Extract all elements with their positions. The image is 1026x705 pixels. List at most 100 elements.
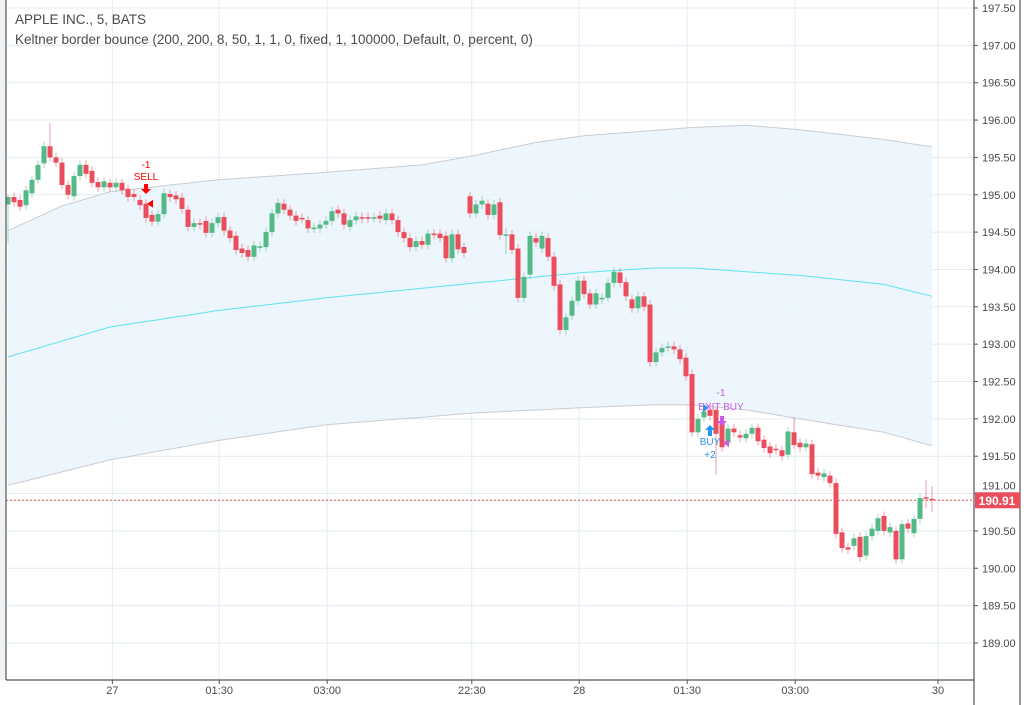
candle-body[interactable]: [305, 220, 311, 229]
candle-body[interactable]: [131, 194, 137, 197]
candle-body[interactable]: [725, 428, 731, 443]
candle-body[interactable]: [467, 196, 473, 214]
candle-body[interactable]: [881, 515, 887, 531]
candle-body[interactable]: [161, 193, 167, 215]
candle-body[interactable]: [35, 164, 41, 180]
candle-body[interactable]: [839, 532, 845, 549]
candle-body[interactable]: [107, 182, 113, 188]
candle-body[interactable]: [821, 473, 827, 478]
candle-body[interactable]: [851, 538, 857, 546]
candle-body[interactable]: [425, 233, 431, 245]
candle-body[interactable]: [365, 217, 371, 219]
candle-body[interactable]: [251, 245, 257, 257]
candle-body[interactable]: [833, 483, 839, 534]
candle-body[interactable]: [413, 241, 419, 248]
candle-body[interactable]: [11, 196, 17, 203]
candle-body[interactable]: [629, 299, 635, 309]
candle-body[interactable]: [371, 217, 377, 219]
candle-body[interactable]: [341, 213, 347, 225]
candle-body[interactable]: [509, 234, 515, 251]
candle-body[interactable]: [755, 427, 761, 442]
candle-body[interactable]: [731, 428, 737, 433]
candle-body[interactable]: [299, 217, 305, 220]
candle-body[interactable]: [185, 209, 191, 227]
candle-body[interactable]: [869, 528, 875, 537]
candle-body[interactable]: [191, 223, 197, 227]
candle-body[interactable]: [329, 211, 335, 221]
candle-body[interactable]: [233, 235, 239, 251]
candle-body[interactable]: [785, 431, 791, 455]
candle-body[interactable]: [761, 439, 767, 448]
candle-body[interactable]: [53, 157, 59, 163]
candle-body[interactable]: [479, 200, 485, 205]
candle-body[interactable]: [113, 182, 119, 188]
candle-body[interactable]: [617, 272, 623, 283]
candle-body[interactable]: [659, 347, 665, 353]
candle-body[interactable]: [197, 223, 203, 225]
candle-body[interactable]: [671, 346, 677, 350]
candle-body[interactable]: [599, 297, 605, 300]
candle-body[interactable]: [83, 164, 89, 174]
candle-body[interactable]: [59, 162, 65, 186]
candle-body[interactable]: [797, 442, 803, 448]
candle-body[interactable]: [857, 536, 863, 558]
candle-body[interactable]: [203, 220, 209, 233]
candle-body[interactable]: [5, 196, 11, 205]
candle-body[interactable]: [623, 282, 629, 297]
candle-body[interactable]: [317, 224, 323, 229]
candle-body[interactable]: [287, 209, 293, 216]
candle-body[interactable]: [647, 304, 653, 363]
candle-body[interactable]: [665, 346, 671, 348]
candle-body[interactable]: [569, 300, 575, 316]
candle-body[interactable]: [911, 518, 917, 534]
candle-body[interactable]: [587, 293, 593, 305]
candle-body[interactable]: [719, 422, 725, 448]
candle-body[interactable]: [695, 418, 701, 433]
candle-body[interactable]: [281, 203, 287, 210]
candle-body[interactable]: [275, 202, 281, 214]
candle-body[interactable]: [437, 233, 443, 239]
candle-body[interactable]: [239, 248, 245, 254]
candle-body[interactable]: [293, 215, 299, 221]
candle-body[interactable]: [749, 427, 755, 434]
candle-body[interactable]: [65, 185, 71, 195]
candle-body[interactable]: [929, 498, 935, 501]
candle-body[interactable]: [527, 235, 533, 275]
candle-body[interactable]: [359, 217, 365, 219]
candle-body[interactable]: [563, 317, 569, 330]
candle-body[interactable]: [263, 232, 269, 248]
candle-body[interactable]: [497, 202, 503, 236]
candle-body[interactable]: [377, 215, 383, 219]
candle-body[interactable]: [419, 241, 425, 245]
candle-body[interactable]: [743, 433, 749, 439]
candle-body[interactable]: [335, 209, 341, 214]
candle-body[interactable]: [179, 197, 185, 209]
candle-body[interactable]: [887, 527, 893, 533]
candle-body[interactable]: [101, 181, 107, 188]
candle-body[interactable]: [677, 349, 683, 360]
candle-body[interactable]: [551, 256, 557, 286]
candle-body[interactable]: [473, 204, 479, 214]
candle-body[interactable]: [389, 213, 395, 221]
candle-body[interactable]: [173, 195, 179, 200]
candle-body[interactable]: [353, 216, 359, 221]
candle-body[interactable]: [47, 146, 53, 158]
candle-body[interactable]: [149, 214, 155, 222]
candle-body[interactable]: [863, 536, 869, 556]
candle-body[interactable]: [641, 296, 647, 307]
candle-body[interactable]: [689, 374, 695, 433]
candle-body[interactable]: [899, 524, 905, 560]
candle-body[interactable]: [773, 448, 779, 451]
candle-body[interactable]: [605, 282, 611, 298]
candle-body[interactable]: [803, 443, 809, 448]
candle-body[interactable]: [815, 472, 821, 476]
candle-body[interactable]: [521, 276, 527, 298]
candle-body[interactable]: [461, 247, 467, 254]
candle-body[interactable]: [791, 432, 797, 445]
candle-body[interactable]: [767, 446, 773, 454]
candle-body[interactable]: [893, 530, 899, 560]
candle-body[interactable]: [557, 284, 563, 330]
candle-body[interactable]: [119, 182, 125, 191]
candle-body[interactable]: [539, 235, 545, 249]
candle-body[interactable]: [347, 220, 353, 227]
